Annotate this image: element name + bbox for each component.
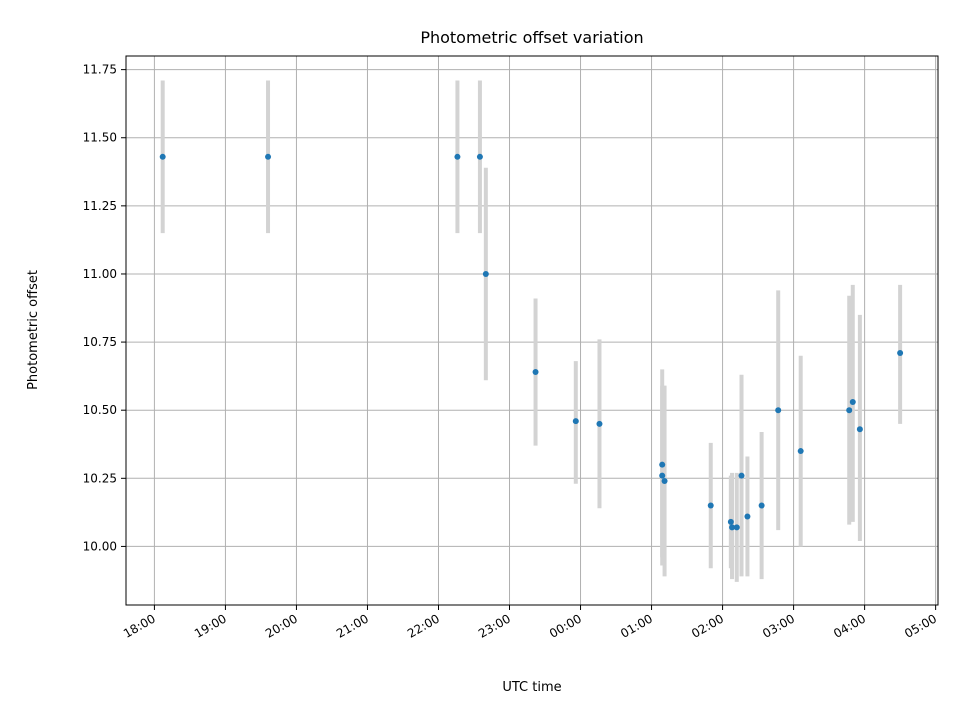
data-point [744,513,751,520]
plot-frame [125,55,939,606]
data-point [846,407,853,414]
x-tick-label: 18:00 [121,611,158,640]
x-tick-label: 00:00 [547,611,584,640]
data-point [727,518,734,525]
data-point [849,399,856,406]
y-tick-label: 10.75 [83,335,117,349]
data-point [596,420,603,427]
chart-title: Photometric offset variation [420,28,643,47]
grid [126,56,938,605]
data-point [661,478,668,485]
x-tick-label: 20:00 [263,611,300,640]
data-point [265,153,272,160]
data-point [454,153,461,160]
x-tick-label: 01:00 [618,611,655,640]
error-bars [160,80,903,582]
x-axis-ticks: 18:00 19:00 20:00 21:00 22:00 23:00 00:00 01:00… [121,605,939,641]
data-point [758,502,765,509]
x-tick-label: 23:00 [476,611,513,640]
x-tick-label: 02:00 [689,611,726,640]
y-tick-label: 11.75 [83,63,117,77]
data-point [897,349,904,356]
data-point [659,472,666,479]
data-point [572,418,579,425]
y-axis-ticks: 10.00 10.25 10.50 10.75 11.00 11.25 11.50 11.75 [83,63,126,553]
data-point [733,524,740,531]
y-tick-label: 10.50 [83,403,117,417]
y-tick-label: 11.25 [83,199,117,213]
data-point [476,153,483,160]
y-tick-label: 10.00 [83,539,117,553]
data-point [738,472,745,479]
x-tick-label: 03:00 [760,611,797,640]
data-point [532,369,539,376]
x-tick-label: 22:00 [405,611,442,640]
x-tick-label: 04:00 [831,611,868,640]
data-point [856,426,863,433]
y-tick-label: 10.25 [83,471,117,485]
data-point [159,153,166,160]
y-axis-label: Photometric offset [26,270,41,390]
y-tick-label: 11.00 [83,267,117,281]
x-tick-label: 19:00 [192,611,229,640]
data-point [707,502,714,509]
data-point [729,524,736,531]
x-tick-label: 21:00 [334,611,371,640]
data-point [659,461,666,468]
x-axis-label: UTC time [502,680,561,695]
data-point [482,270,489,277]
y-tick-label: 11.50 [83,131,117,145]
data-points [159,153,904,531]
data-point [775,407,782,414]
x-tick-label: 05:00 [902,611,939,640]
data-point [797,448,804,455]
